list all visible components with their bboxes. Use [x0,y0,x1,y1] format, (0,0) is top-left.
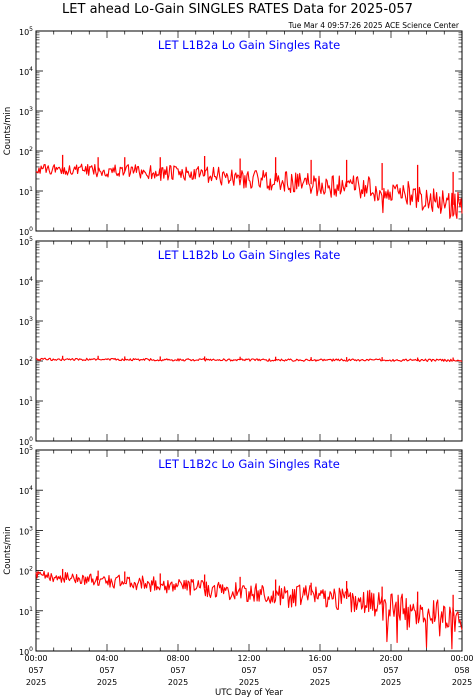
x-tick-label: 2025 [26,678,46,687]
x-tick-label: 2025 [452,678,472,687]
x-tick-label: 2025 [239,678,259,687]
y-tick-label: 103 [19,525,33,536]
x-tick-label: 00:00 [24,654,47,663]
series-line [35,570,463,650]
y-tick-label: 103 [19,106,33,117]
plot-frame [35,240,463,442]
y-tick-label: 101 [19,606,33,617]
y-tick-label: 100 [19,646,33,657]
y-tick-label: 102 [19,356,33,367]
series-line [35,163,463,219]
x-axis-label: UTC Day of Year [215,688,283,698]
x-tick-label: 057 [241,666,256,675]
x-tick-label: 057 [383,666,398,675]
chart-panel-2: 100 101 102 103 104 105 LET L1B2b Lo Gain Sing… [19,236,463,447]
chart-panel-3: 100 101 102 103 104 105 00:00 057 2025 04:00 057 20… [3,445,474,687]
panel-title: LET L1B2b Lo Gain Singles Rate [158,248,341,262]
generation-timestamp: Tue Mar 4 09:57:26 2025 ACE Science Cent… [288,21,459,30]
panel-title: LET L1B2a Lo Gain Singles Rate [158,38,340,52]
series-line [35,357,463,363]
y-tick-label: 105 [19,26,33,37]
panel-title: LET L1B2c Lo Gain Singles Rate [158,457,340,471]
y-tick-label: 105 [19,445,33,456]
x-tick-label: 12:00 [237,654,260,663]
y-tick-label: 101 [19,186,33,197]
y-axis-label: Counts/min [3,526,13,575]
y-axis-label: Counts/min [3,107,13,156]
y-tick-label: 105 [19,236,33,247]
x-tick-label: 2025 [97,678,117,687]
x-tick-label: 00:00 [450,654,473,663]
y-tick-label: 104 [19,485,33,496]
y-tick-label: 104 [19,66,33,77]
x-tick-label: 20:00 [379,654,402,663]
y-tick-label: 103 [19,316,33,327]
x-tick-label: 057 [170,666,185,675]
y-tick-label: 100 [19,436,33,447]
x-tick-label: 2025 [310,678,330,687]
y-tick-label: 101 [19,396,33,407]
y-tick-label: 102 [19,146,33,157]
x-tick-label: 057 [312,666,327,675]
y-tick-label: 102 [19,566,33,577]
x-tick-label: 2025 [381,678,401,687]
x-tick-label: 2025 [168,678,188,687]
x-tick-label: 057 [99,666,114,675]
x-tick-label: 16:00 [308,654,331,663]
x-tick-label: 08:00 [166,654,189,663]
x-tick-label: 057 [28,666,43,675]
y-tick-label: 100 [19,226,33,237]
plot-frame [35,30,463,232]
x-tick-label: 058 [454,666,469,675]
page-title: LET ahead Lo-Gain SINGLES RATES Data for… [62,2,413,17]
x-tick-label: 04:00 [95,654,118,663]
chart-panel-1: 100 101 102 103 104 105 Counts/min LET L1B2a Lo… [3,26,463,237]
y-tick-label: 104 [19,276,33,287]
